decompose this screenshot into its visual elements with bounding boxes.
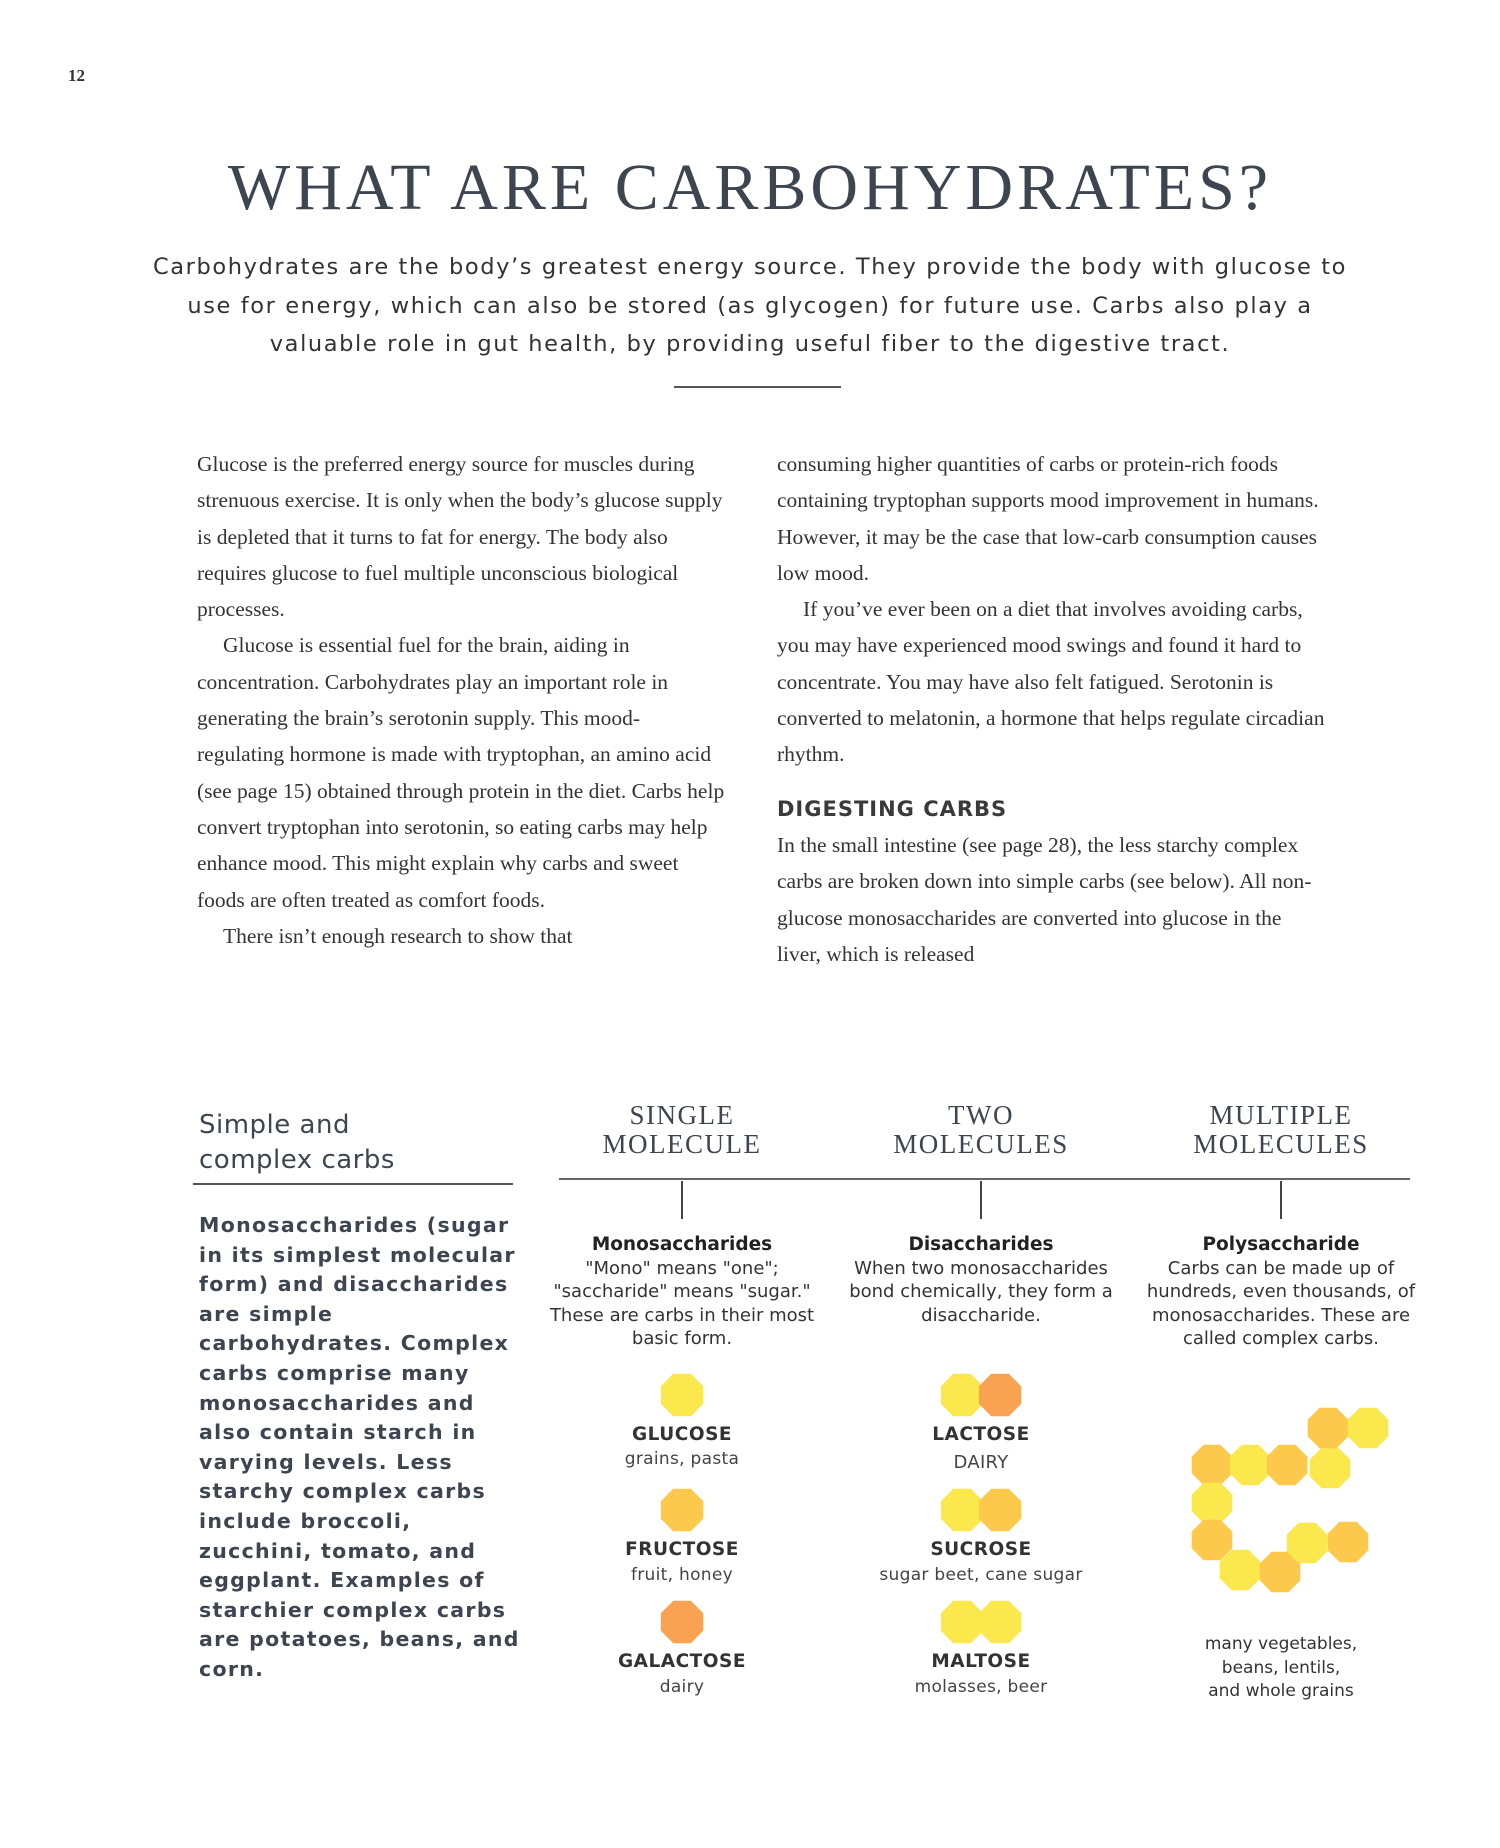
sugar-source: sugar beet, cane sugar	[879, 1565, 1083, 1585]
polysaccharide-unit	[1286, 1522, 1328, 1564]
body-column-right: consuming higher quantities of carbs or …	[777, 446, 1327, 972]
infographic-summary: Monosaccharides (sugar in its simplest m…	[199, 1213, 520, 1681]
polysaccharide-unit	[1309, 1447, 1351, 1489]
description-text: When two monosaccharides bond chemically…	[849, 1257, 1113, 1326]
polysaccharide-unit	[1307, 1407, 1349, 1449]
sugar-source: molasses, beer	[914, 1677, 1048, 1697]
paragraph: Glucose is the preferred energy source f…	[197, 452, 723, 622]
paragraph: If you’ve ever been on a diet that invol…	[777, 597, 1325, 767]
polysaccharide-unit	[1219, 1549, 1261, 1591]
header-line: MOLECULES	[1193, 1129, 1369, 1159]
polysaccharide-source: many vegetables, beans, lentils, and who…	[1141, 1633, 1421, 1704]
polysaccharide-unit	[1259, 1551, 1301, 1593]
sugar-source: grains, pasta	[624, 1449, 740, 1469]
header-line: SINGLE	[629, 1100, 735, 1130]
disaccharide-molecule	[978, 1488, 1022, 1532]
sugar-name: LACTOSE	[932, 1424, 1030, 1445]
description-monosaccharides: Monosaccharides "Mono" means "one"; "sac…	[537, 1233, 827, 1351]
paragraph: Glucose is essential fuel for the brain,…	[197, 633, 725, 912]
sugar-source: dairy	[659, 1677, 705, 1697]
heading-line: Simple and	[199, 1110, 350, 1140]
tick-mark	[681, 1181, 683, 1219]
monosaccharide-molecule	[660, 1373, 704, 1417]
sugar-name: SUCROSE	[930, 1539, 1032, 1560]
page-title: WHAT ARE CARBOHYDRATES?	[227, 151, 1273, 224]
header-line: TWO	[948, 1100, 1014, 1130]
paragraph: In the small intestine (see page 28), th…	[777, 832, 1312, 966]
sugar-source: DAIRY	[953, 1452, 1009, 1473]
divider	[193, 1183, 513, 1185]
description-polysaccharide: Polysaccharide Carbs can be made up of h…	[1136, 1233, 1426, 1351]
paragraph: consuming higher quantities of carbs or …	[777, 452, 1319, 585]
timeline-rule	[559, 1178, 1410, 1180]
description-title: Monosaccharides	[591, 1234, 773, 1255]
header-line: MOLECULES	[893, 1129, 1069, 1159]
polysaccharide-unit	[1191, 1519, 1233, 1561]
disaccharide-molecule	[940, 1600, 984, 1644]
sugar-name: MALTOSE	[931, 1651, 1031, 1672]
sugar-source: fruit, honey	[630, 1565, 733, 1585]
column-header-two: TWO MOLECULES	[831, 1101, 1131, 1159]
monosaccharide-molecule	[660, 1600, 704, 1644]
infographic-heading: Simple and complex carbs	[199, 1108, 395, 1178]
source-line: many vegetables,	[1204, 1634, 1358, 1654]
source-line: beans, lentils,	[1221, 1657, 1341, 1678]
column-header-single: SINGLE MOLECULE	[532, 1101, 832, 1159]
polysaccharide-unit	[1327, 1521, 1369, 1563]
body-column-left: Glucose is the preferred energy source f…	[197, 446, 727, 954]
sugar-name: FRUCTOSE	[625, 1539, 739, 1560]
page-number: 12	[68, 66, 85, 85]
description-disaccharides: Disaccharides When two monosaccharides b…	[836, 1233, 1126, 1327]
monosaccharide-molecule	[660, 1488, 704, 1532]
polysaccharide-unit	[1229, 1444, 1271, 1486]
heading-line: complex carbs	[199, 1145, 395, 1175]
description-title: Disaccharides	[908, 1234, 1054, 1255]
intro-paragraph: Carbohydrates are the body’s greatest en…	[152, 254, 1348, 357]
divider	[674, 386, 841, 388]
polysaccharide-unit	[1191, 1444, 1233, 1486]
polysaccharide-unit	[1347, 1407, 1389, 1449]
disaccharide-molecule	[940, 1373, 984, 1417]
section-heading: DIGESTING CARBS	[777, 796, 1008, 821]
header-line: MULTIPLE	[1209, 1100, 1353, 1130]
sugar-name: GALACTOSE	[618, 1651, 746, 1672]
disaccharide-molecule	[978, 1373, 1022, 1417]
column-header-multiple: MULTIPLE MOLECULES	[1131, 1101, 1431, 1159]
tick-mark	[1280, 1181, 1282, 1219]
paragraph: There isn’t enough research to show that	[223, 923, 573, 948]
polysaccharide-unit	[1266, 1444, 1308, 1486]
description-text: Carbs can be made up of hundreds, even t…	[1146, 1257, 1416, 1350]
polysaccharide-unit	[1191, 1482, 1233, 1524]
description-text: "Mono" means "one"; "saccharide" means "…	[549, 1257, 815, 1350]
source-line: and whole grains	[1208, 1681, 1354, 1701]
disaccharide-molecule	[978, 1600, 1022, 1644]
disaccharide-molecule	[940, 1488, 984, 1532]
description-title: Polysaccharide	[1202, 1234, 1360, 1255]
header-line: MOLECULE	[602, 1129, 762, 1159]
tick-mark	[980, 1181, 982, 1219]
sugar-name: GLUCOSE	[631, 1424, 733, 1445]
